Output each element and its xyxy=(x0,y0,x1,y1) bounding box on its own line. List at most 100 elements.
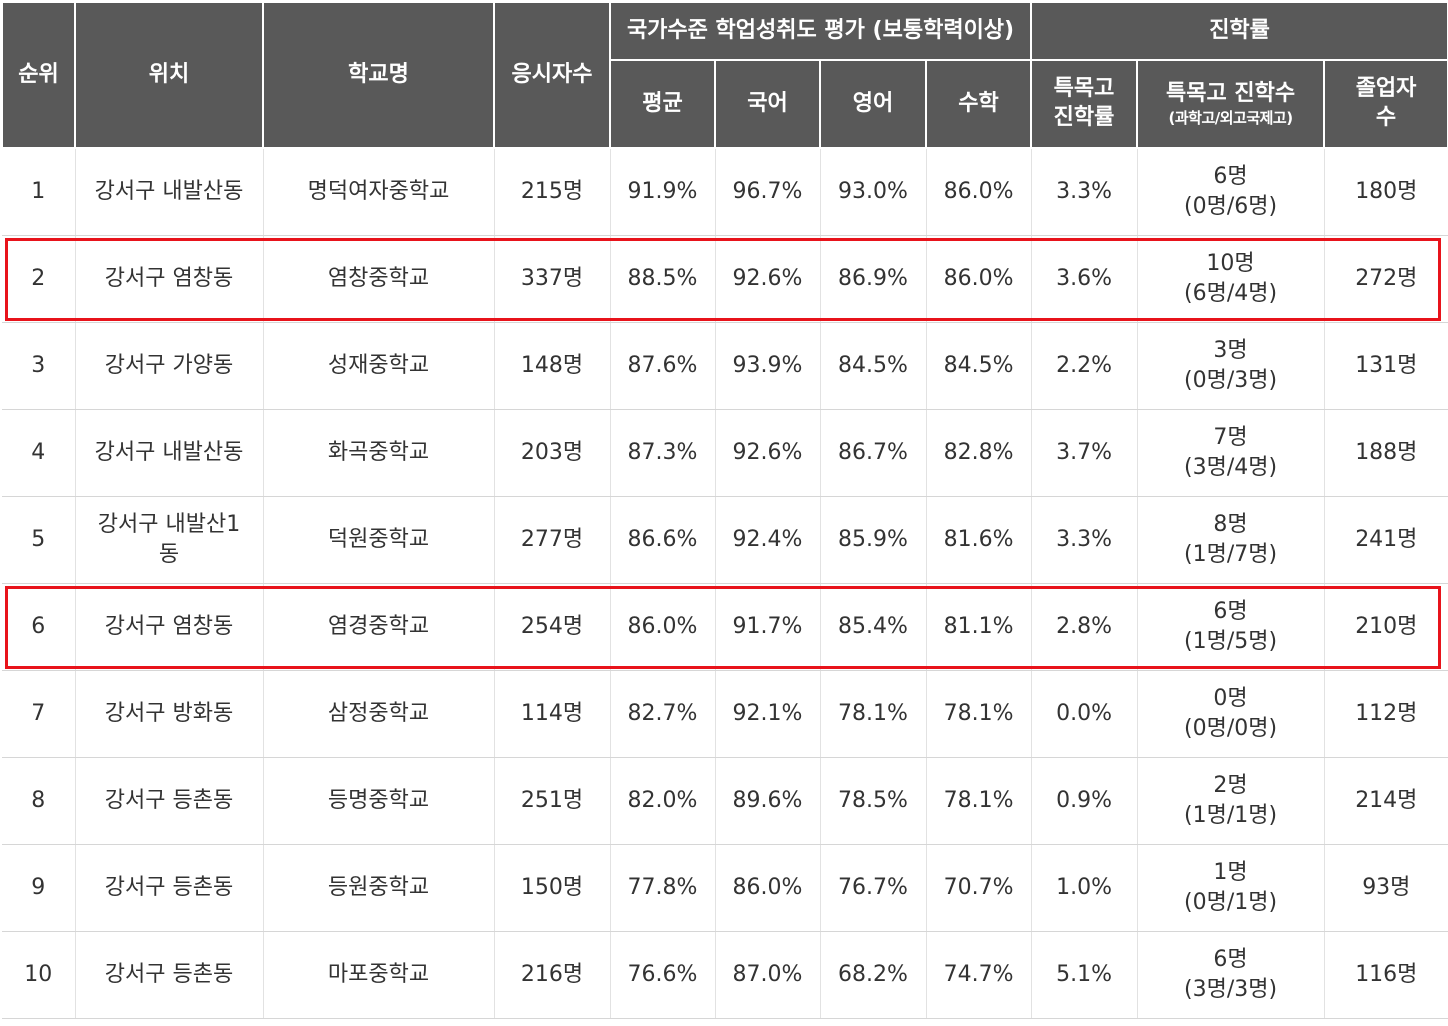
special-count-total: 2명 xyxy=(1213,773,1248,799)
cell-special-count: 6명 (0명/6명) xyxy=(1137,148,1325,236)
header-graduates-line1: 졸업자 xyxy=(1355,76,1417,102)
cell-korean: 86.0% xyxy=(715,844,821,932)
cell-rank: 9 xyxy=(2,844,76,932)
cell-english: 78.1% xyxy=(820,670,927,758)
header-special-count-line1: 특목고 진학수 xyxy=(1165,80,1296,106)
cell-average: 87.3% xyxy=(610,409,716,497)
table-row[interactable]: 3 강서구 가양동 성재중학교 148명 87.6% 93.9% 84.5% 8… xyxy=(2,322,1448,410)
cell-special-count: 2명 (1명/1명) xyxy=(1137,757,1325,845)
special-count-detail: (1명/1명) xyxy=(1184,803,1278,828)
cell-location: 강서구 염창동 xyxy=(75,583,264,671)
cell-school: 염창중학교 xyxy=(263,235,495,323)
cell-graduates: 131명 xyxy=(1324,322,1448,410)
cell-average: 77.8% xyxy=(610,844,716,932)
header-assessment-group: 국가수준 학업성취도 평가 (보통학력이상) xyxy=(608,1,1033,61)
cell-rank: 8 xyxy=(2,757,76,845)
header-rank[interactable]: 순위 xyxy=(1,1,76,149)
cell-school: 성재중학교 xyxy=(263,322,495,410)
cell-special-count: 6명 (1명/5명) xyxy=(1137,583,1325,671)
cell-rank: 7 xyxy=(2,670,76,758)
cell-average: 87.6% xyxy=(610,322,716,410)
header-location[interactable]: 위치 xyxy=(74,1,264,149)
header-korean[interactable]: 국어 xyxy=(714,59,821,149)
special-count-detail: (0명/0명) xyxy=(1184,716,1278,741)
cell-location: 강서구 내발산동 xyxy=(75,409,264,497)
cell-location: 강서구 염창동 xyxy=(75,235,264,323)
cell-math: 78.1% xyxy=(926,670,1032,758)
special-count-total: 6명 xyxy=(1213,599,1248,625)
cell-examinees: 150명 xyxy=(494,844,611,932)
table-row[interactable]: 4 강서구 내발산동 화곡중학교 203명 87.3% 92.6% 86.7% … xyxy=(2,409,1448,497)
special-count-total: 10명 xyxy=(1206,251,1255,277)
cell-rank: 3 xyxy=(2,322,76,410)
cell-korean: 93.9% xyxy=(715,322,821,410)
table-row[interactable]: 2 강서구 염창동 염창중학교 337명 88.5% 92.6% 86.9% 8… xyxy=(2,235,1448,323)
cell-english: 85.9% xyxy=(820,496,927,584)
cell-examinees: 254명 xyxy=(494,583,611,671)
special-count-detail: (3명/3명) xyxy=(1184,977,1278,1002)
header-examinees[interactable]: 응시자수 xyxy=(493,1,611,149)
cell-korean: 92.6% xyxy=(715,409,821,497)
cell-special-rate: 0.9% xyxy=(1031,757,1138,845)
cell-school: 염경중학교 xyxy=(263,583,495,671)
header-school[interactable]: 학교명 xyxy=(262,1,495,149)
cell-location: 강서구 등촌동 xyxy=(75,757,264,845)
cell-average: 88.5% xyxy=(610,235,716,323)
cell-school: 마포중학교 xyxy=(263,931,495,1019)
cell-location: 강서구 방화동 xyxy=(75,670,264,758)
table-row[interactable]: 8 강서구 등촌동 등명중학교 251명 82.0% 89.6% 78.5% 7… xyxy=(2,757,1448,845)
cell-school: 명덕여자중학교 xyxy=(263,148,495,236)
special-count-total: 6명 xyxy=(1213,947,1248,973)
header-graduates[interactable]: 졸업자 수 xyxy=(1323,59,1448,149)
header-english[interactable]: 영어 xyxy=(819,59,927,149)
table-row[interactable]: 1 강서구 내발산동 명덕여자중학교 215명 91.9% 96.7% 93.0… xyxy=(2,148,1448,236)
table-row[interactable]: 7 강서구 방화동 삼정중학교 114명 82.7% 92.1% 78.1% 7… xyxy=(2,670,1448,758)
cell-special-rate: 3.3% xyxy=(1031,148,1138,236)
cell-special-rate: 3.6% xyxy=(1031,235,1138,323)
cell-special-count: 7명 (3명/4명) xyxy=(1137,409,1325,497)
special-count-detail: (3명/4명) xyxy=(1184,455,1278,480)
header-special-count[interactable]: 특목고 진학수 (과학고/외고국제고) xyxy=(1136,59,1326,149)
cell-graduates: 214명 xyxy=(1324,757,1448,845)
header-math[interactable]: 수학 xyxy=(924,59,1033,149)
cell-examinees: 114명 xyxy=(494,670,611,758)
cell-special-count: 1명 (0명/1명) xyxy=(1137,844,1325,932)
special-count-total: 6명 xyxy=(1213,164,1248,190)
header-average[interactable]: 평균 xyxy=(609,59,716,149)
cell-average: 82.0% xyxy=(610,757,716,845)
cell-rank: 6 xyxy=(2,583,76,671)
cell-math: 78.1% xyxy=(926,757,1032,845)
cell-graduates: 112명 xyxy=(1324,670,1448,758)
cell-school: 등원중학교 xyxy=(263,844,495,932)
cell-math: 70.7% xyxy=(926,844,1032,932)
cell-math: 81.6% xyxy=(926,496,1032,584)
table-row[interactable]: 6 강서구 염창동 염경중학교 254명 86.0% 91.7% 85.4% 8… xyxy=(2,583,1448,671)
table-row[interactable]: 5 강서구 내발산1동 덕원중학교 277명 86.6% 92.4% 85.9%… xyxy=(2,496,1448,584)
cell-location: 강서구 내발산1동 xyxy=(75,496,264,584)
cell-rank: 5 xyxy=(2,496,76,584)
cell-graduates: 272명 xyxy=(1324,235,1448,323)
cell-english: 86.7% xyxy=(820,409,927,497)
header-special-rate[interactable]: 특목고 진학률 xyxy=(1030,59,1139,149)
cell-special-rate: 2.2% xyxy=(1031,322,1138,410)
cell-rank: 2 xyxy=(2,235,76,323)
header-special-count-line2: (과학고/외고국제고) xyxy=(1168,108,1294,127)
cell-english: 85.4% xyxy=(820,583,927,671)
table-row[interactable]: 9 강서구 등촌동 등원중학교 150명 77.8% 86.0% 76.7% 7… xyxy=(2,844,1448,932)
cell-average: 86.6% xyxy=(610,496,716,584)
cell-special-rate: 3.3% xyxy=(1031,496,1138,584)
cell-graduates: 116명 xyxy=(1324,931,1448,1019)
cell-examinees: 216명 xyxy=(494,931,611,1019)
header-special-rate-line1: 특목고 xyxy=(1053,76,1115,102)
cell-graduates: 93명 xyxy=(1324,844,1448,932)
cell-korean: 96.7% xyxy=(715,148,821,236)
special-count-total: 7명 xyxy=(1213,425,1248,451)
cell-graduates: 188명 xyxy=(1324,409,1448,497)
cell-average: 82.7% xyxy=(610,670,716,758)
cell-school: 삼정중학교 xyxy=(263,670,495,758)
special-count-total: 0명 xyxy=(1213,686,1248,712)
cell-examinees: 277명 xyxy=(494,496,611,584)
table-header: 순위 위치 학교명 응시자수 국가수준 학업성취도 평가 (보통학력이상) 진학… xyxy=(1,1,1448,149)
table-row[interactable]: 10 강서구 등촌동 마포중학교 216명 76.6% 87.0% 68.2% … xyxy=(2,931,1448,1019)
